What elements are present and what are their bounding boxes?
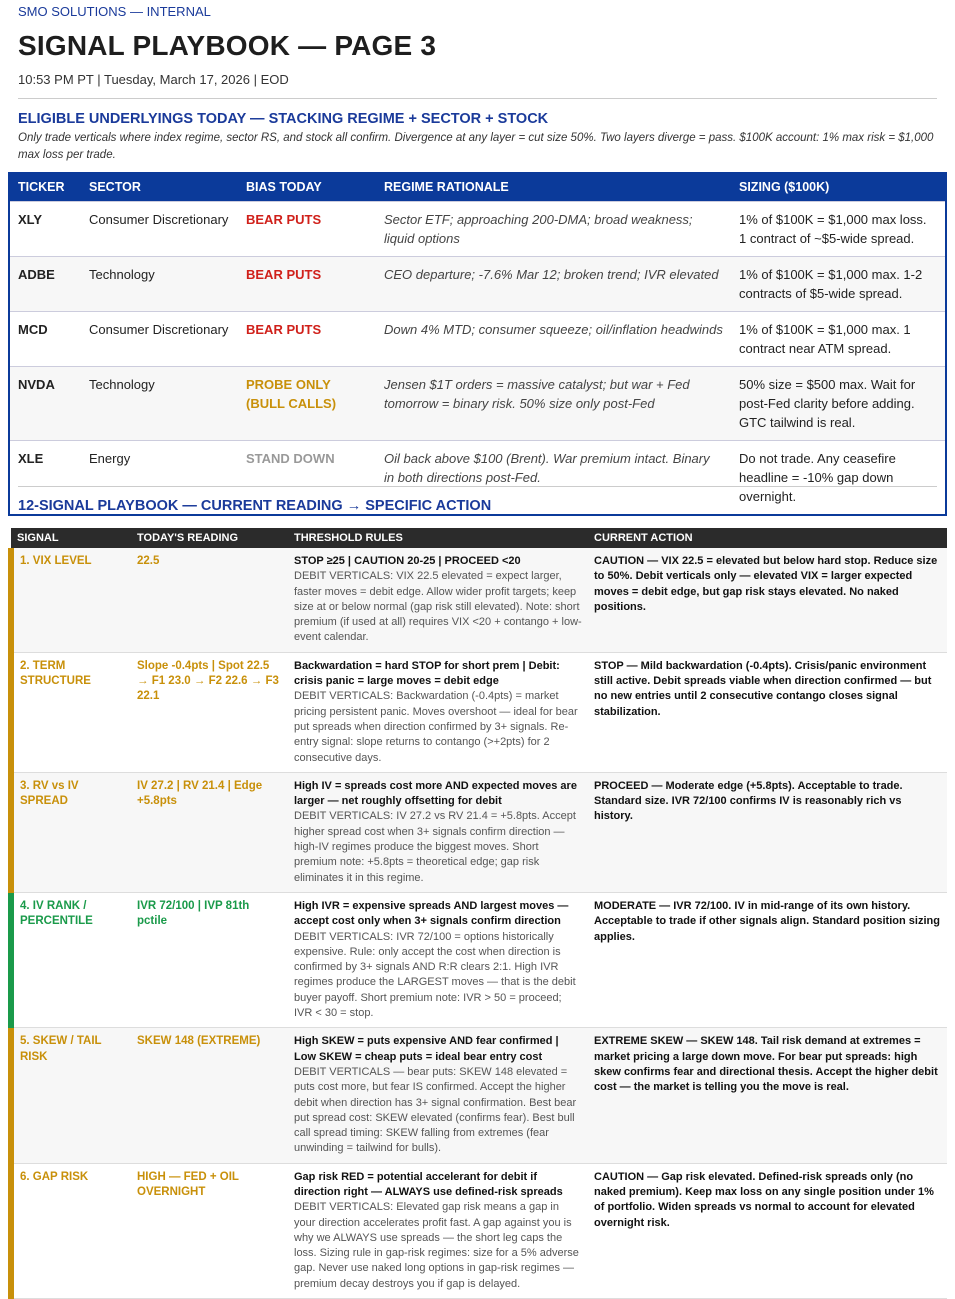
table-row: 5. SKEW / TAIL RISK SKEW 148 (EXTREME) Hig…: [8, 1027, 947, 1164]
divider: [18, 98, 937, 99]
rule-detail: DEBIT VERTICALS: IVR 72/100 = options hi…: [294, 930, 576, 1020]
threshold-rules: High IV = spreads cost more AND expected…: [288, 772, 588, 893]
threshold-rules: High IVR = expensive spreads AND largest…: [288, 892, 588, 1029]
column-header: SIZING ($100K): [731, 173, 946, 201]
sizing: 1% of $100K = $1,000 max loss. 1 contrac…: [731, 200, 946, 256]
column-header: REGIME RATIONALE: [376, 173, 731, 201]
underlyings-table: TICKER SECTOR BIAS TODAY REGIME RATIONALE SI…: [8, 172, 947, 516]
sector: Technology: [81, 255, 238, 311]
todays-reading: Slope -0.4pts | Spot 22.5 → F1 23.0 → F2…: [131, 652, 288, 773]
todays-reading: 22.5: [131, 548, 288, 653]
rule-summary: High IV = spreads cost more AND expected…: [294, 779, 577, 808]
todays-reading: HIGH — FED + OIL OVERNIGHT: [131, 1163, 288, 1299]
column-header: TODAY'S READING: [131, 528, 288, 548]
threshold-rules: Gap risk RED = potential accelerant for …: [288, 1163, 588, 1299]
timestamp: 10:53 PM PT | Tuesday, March 17, 2026 | …: [18, 72, 289, 87]
regime-rationale: Oil back above $100 (Brent). War premium…: [376, 439, 731, 515]
signal-name: 6. GAP RISK: [8, 1163, 131, 1299]
todays-reading: IVR 72/100 | IVP 81th pctile: [131, 892, 288, 1029]
bias-badge: BEAR PUTS: [238, 255, 376, 311]
bias-badge: STAND DOWN: [238, 439, 376, 515]
ticker: XLE: [9, 439, 81, 515]
rule-detail: DEBIT VERTICALS: VIX 22.5 elevated = exp…: [294, 570, 582, 644]
threshold-rules: STOP ≥25 | CAUTION 20-25 | PROCEED <20 DE…: [288, 548, 588, 653]
rule-summary: STOP ≥25 | CAUTION 20-25 | PROCEED <20: [294, 555, 521, 567]
section-intro: Only trade verticals where index regime,…: [18, 132, 934, 161]
page-title: SIGNAL PLAYBOOK — PAGE 3: [18, 30, 437, 61]
column-header: TICKER: [9, 173, 81, 201]
table-row: XLY Consumer Discretionary BEAR PUTS Sector…: [9, 200, 946, 256]
rule-detail: DEBIT VERTICALS: Elevated gap risk means…: [294, 1201, 579, 1290]
ticker: ADBE: [9, 255, 81, 311]
sizing: Do not trade. Any ceasefire headline = -…: [731, 439, 946, 515]
threshold-rules: Backwardation = hard STOP for short prem…: [288, 652, 588, 773]
sizing: 50% size = $500 max. Wait for post-Fed c…: [731, 365, 946, 440]
regime-rationale: Jensen $1T orders = massive catalyst; bu…: [376, 365, 731, 440]
signal-name: 3. RV vs IV SPREAD: [8, 772, 131, 893]
bias-badge: PROBE ONLY (BULL CALLS): [238, 365, 376, 440]
column-header: THRESHOLD RULES: [288, 528, 588, 548]
rule-detail: DEBIT VERTICALS — bear puts: SKEW 148 el…: [294, 1065, 577, 1155]
org-label: SMO SOLUTIONS — INTERNAL: [18, 4, 211, 19]
sector: Technology: [81, 365, 238, 440]
todays-reading: IV 27.2 | RV 21.4 | Edge +5.8pts: [131, 772, 288, 893]
regime-rationale: CEO departure; -7.6% Mar 12; broken tren…: [376, 255, 731, 311]
table-row: 2. TERM STRUCTURE Slope -0.4pts | Spot 22…: [8, 652, 947, 773]
table-row: 3. RV vs IV SPREAD IV 27.2 | RV 21.4 | Ed…: [8, 772, 947, 893]
threshold-rules: High SKEW = puts expensive AND fear conf…: [288, 1027, 588, 1164]
table-row: 4. IV RANK / PERCENTILE IVR 72/100 | IVP …: [8, 892, 947, 1029]
rule-summary: Gap risk RED = potential accelerant for …: [294, 1170, 563, 1198]
rule-summary: High SKEW = puts expensive AND fear conf…: [294, 1035, 559, 1063]
regime-rationale: Sector ETF; approaching 200-DMA; broad w…: [376, 200, 731, 256]
current-action: MODERATE — IVR 72/100. IV in mid-range o…: [588, 892, 947, 1029]
bias-badge: BEAR PUTS: [238, 310, 376, 366]
divider: [18, 486, 937, 487]
sector: Energy: [81, 439, 238, 515]
table-row: 6. GAP RISK HIGH — FED + OIL OVERNIGHT Gap…: [8, 1163, 947, 1299]
column-header: SECTOR: [81, 173, 238, 201]
signal-playbook-table: SIGNAL TODAY'S READING THRESHOLD RULES CURR…: [8, 528, 947, 1299]
table-row: NVDA Technology PROBE ONLY (BULL CALLS) Jen…: [9, 365, 946, 440]
rule-summary: High IVR = expensive spreads AND largest…: [294, 899, 569, 928]
table-row: 1. VIX LEVEL 22.5 STOP ≥25 | CAUTION 20-25…: [8, 548, 947, 653]
rule-detail: DEBIT VERTICALS: Backwardation (-0.4pts)…: [294, 690, 578, 764]
table-row: MCD Consumer Discretionary BEAR PUTS Down 4…: [9, 310, 946, 366]
column-header: SIGNAL: [11, 528, 131, 548]
ticker: MCD: [9, 310, 81, 366]
bias-badge: BEAR PUTS: [238, 200, 376, 256]
rule-detail: DEBIT VERTICALS: IV 27.2 vs RV 21.4 = +5…: [294, 810, 576, 884]
ticker: XLY: [9, 200, 81, 256]
table-row: ADBE Technology BEAR PUTS CEO departure; -7…: [9, 255, 946, 311]
section-heading-underlyings: ELIGIBLE UNDERLYINGS TODAY — STACKING RE…: [18, 111, 549, 127]
signal-name: 2. TERM STRUCTURE: [8, 652, 131, 773]
rule-summary: Backwardation = hard STOP for short prem…: [294, 659, 560, 688]
column-header: BIAS TODAY: [238, 173, 376, 201]
sector: Consumer Discretionary: [81, 310, 238, 366]
current-action: CAUTION — VIX 22.5 = elevated but below …: [588, 548, 947, 653]
sector: Consumer Discretionary: [81, 200, 238, 256]
todays-reading: SKEW 148 (EXTREME): [131, 1027, 288, 1164]
signal-name: 1. VIX LEVEL: [8, 548, 131, 653]
current-action: PROCEED — Moderate edge (+5.8pts). Accep…: [588, 772, 947, 893]
current-action: EXTREME SKEW — SKEW 148. Tail risk deman…: [588, 1027, 947, 1164]
regime-rationale: Down 4% MTD; consumer squeeze; oil/infla…: [376, 310, 731, 366]
column-header: CURRENT ACTION: [588, 528, 947, 548]
signal-name: 5. SKEW / TAIL RISK: [8, 1027, 131, 1164]
ticker: NVDA: [9, 365, 81, 440]
current-action: CAUTION — Gap risk elevated. Defined-ris…: [588, 1163, 947, 1299]
sizing: 1% of $100K = $1,000 max. 1-2 contracts …: [731, 255, 946, 311]
signal-name: 4. IV RANK / PERCENTILE: [8, 892, 131, 1029]
section-heading-playbook: 12-SIGNAL PLAYBOOK — CURRENT READING → S…: [18, 498, 492, 514]
table-row: XLE Energy STAND DOWN Oil back above $100 (…: [9, 439, 946, 515]
sizing: 1% of $100K = $1,000 max. 1 contract nea…: [731, 310, 946, 366]
current-action: STOP — Mild backwardation (-0.4pts). Cri…: [588, 652, 947, 773]
